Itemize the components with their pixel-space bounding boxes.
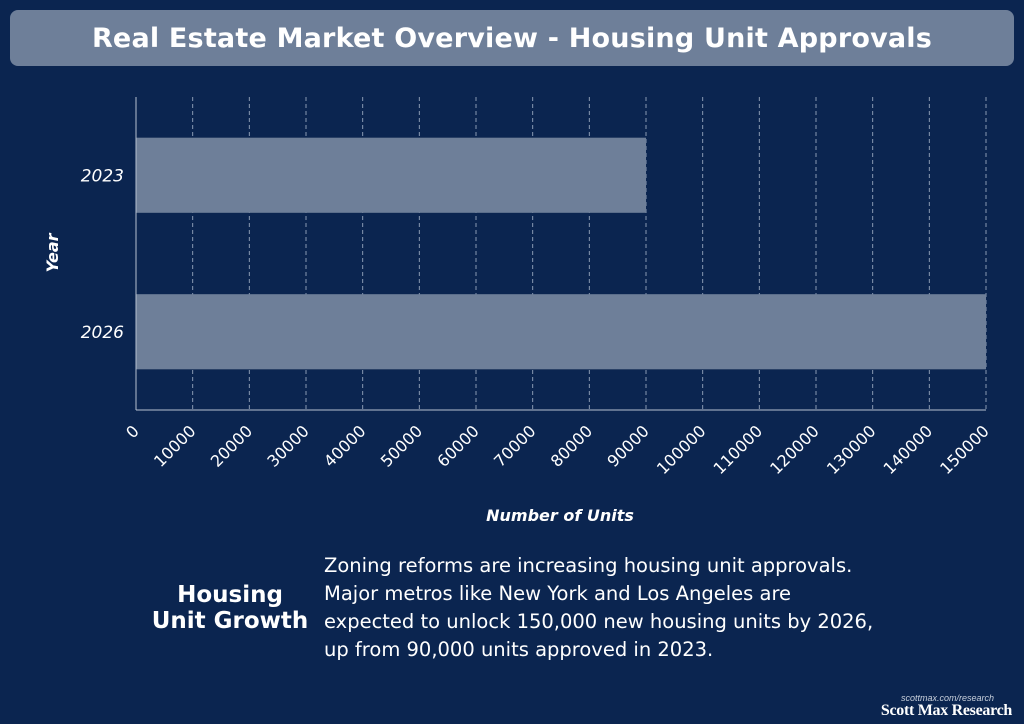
y-tick-label: 2023 <box>81 166 124 186</box>
title-banner: Real Estate Market Overview - Housing Un… <box>10 10 1014 66</box>
x-tick-label: 40000 <box>320 421 369 470</box>
summary-heading-line2: Unit Growth <box>151 608 309 634</box>
x-tick-label: 60000 <box>433 421 482 470</box>
x-tick-label: 130000 <box>823 421 880 478</box>
x-tick-label: 50000 <box>377 421 426 470</box>
summary-text: Zoning reforms are increasing housing un… <box>324 554 874 661</box>
page-title: Real Estate Market Overview - Housing Un… <box>91 22 933 54</box>
x-tick-label: 30000 <box>263 421 312 470</box>
y-tick-label: 2026 <box>81 323 124 343</box>
x-tick-label: 0 <box>122 421 143 442</box>
x-axis-label: Number of Units <box>486 506 634 525</box>
x-tick-label: 110000 <box>710 421 767 478</box>
bars <box>136 137 986 370</box>
bar-2026 <box>136 294 986 370</box>
x-tick-label: 120000 <box>766 421 823 478</box>
x-tick-label: 90000 <box>603 421 652 470</box>
x-tick-label: 80000 <box>547 421 596 470</box>
x-tick-label: 140000 <box>880 421 937 478</box>
summary-heading-line1: Housing <box>177 582 283 608</box>
x-tick-label: 70000 <box>490 421 539 470</box>
x-tick-label: 100000 <box>653 421 710 478</box>
x-tick-label: 10000 <box>150 421 199 470</box>
bar-chart: 0 10000 20000 30000 40000 50000 60000 70000 8000… <box>43 97 993 525</box>
summary-heading: Housing Unit Growth <box>150 582 310 634</box>
footer-brand-logo: Scott Max Research <box>880 702 1012 719</box>
y-axis-label: Year <box>43 232 62 272</box>
footer-url: scottmax.com/research <box>900 693 994 703</box>
x-tick-label: 20000 <box>207 421 256 470</box>
x-tick-label: 150000 <box>936 421 993 478</box>
bar-2023 <box>136 137 646 213</box>
